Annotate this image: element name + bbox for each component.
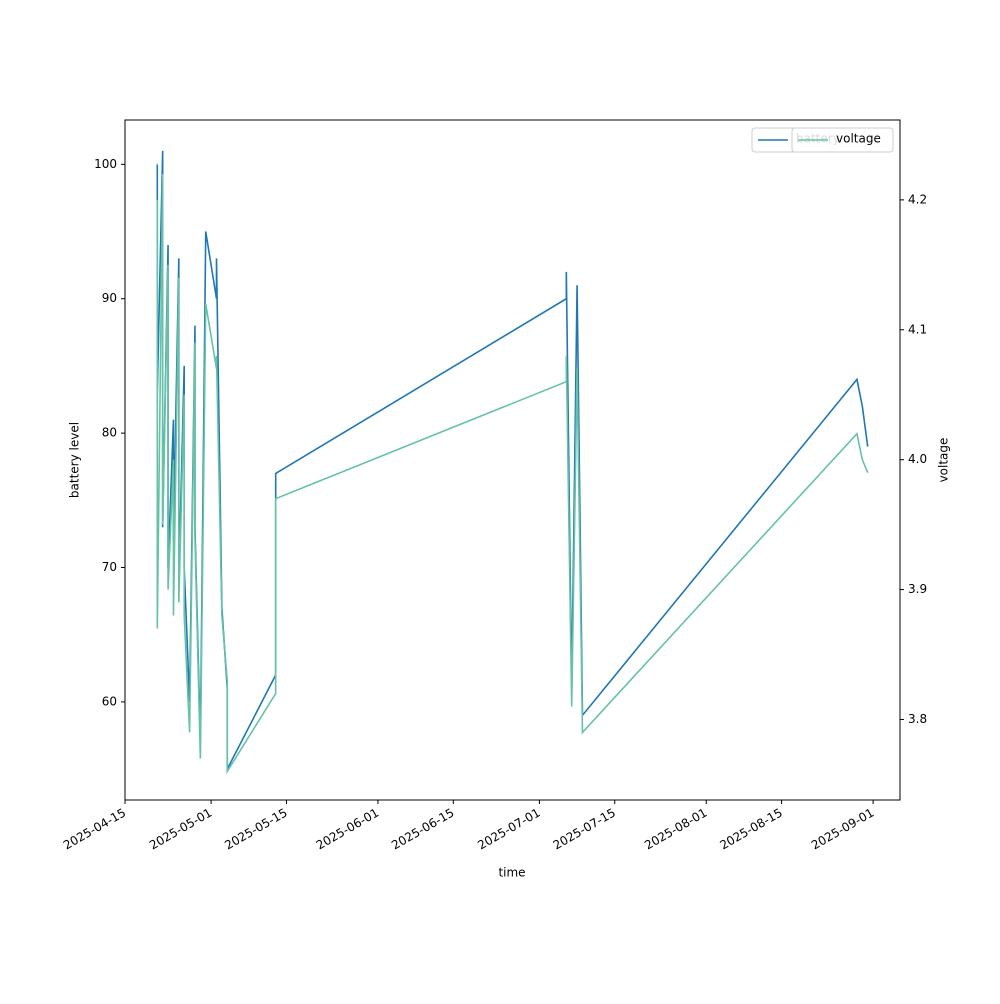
- x-tick-label: 2025-05-15: [222, 806, 289, 853]
- y2-axis-label: voltage: [937, 438, 951, 483]
- x-tick-label: 2025-08-15: [717, 806, 784, 853]
- y2-tick-label: 3.8: [908, 712, 927, 726]
- y2-tick-label: 4.1: [908, 322, 927, 336]
- legend-box: [791, 127, 894, 153]
- y-tick-label: 90: [102, 291, 117, 305]
- y-axis-label: battery level: [68, 422, 82, 498]
- y-tick-label: 60: [102, 694, 117, 708]
- x-tick-label: 2025-07-15: [551, 806, 618, 853]
- x-tick-label: 2025-06-15: [389, 806, 456, 853]
- plot-frame: [124, 119, 901, 801]
- x-tick-label: 2025-05-01: [147, 806, 214, 853]
- y-tick-label: 70: [102, 560, 117, 574]
- y2-tick-label: 4.0: [908, 452, 927, 466]
- y2-tick-label: 3.9: [908, 582, 927, 596]
- y-tick-label: 80: [102, 426, 117, 440]
- y2-tick-label: 4.2: [908, 192, 927, 206]
- series-line: [156, 150, 869, 770]
- x-axis-label: time: [498, 866, 525, 880]
- legend-label: voltage: [836, 132, 881, 146]
- x-tick-label: 2025-08-01: [642, 806, 709, 853]
- x-tick-label: 2025-09-01: [809, 806, 876, 853]
- y-tick-label: 100: [94, 157, 117, 171]
- x-tick-label: 2025-04-15: [61, 806, 128, 853]
- x-tick-label: 2025-07-01: [475, 806, 542, 853]
- series-line: [156, 173, 869, 775]
- x-tick-label: 2025-06-01: [314, 806, 381, 853]
